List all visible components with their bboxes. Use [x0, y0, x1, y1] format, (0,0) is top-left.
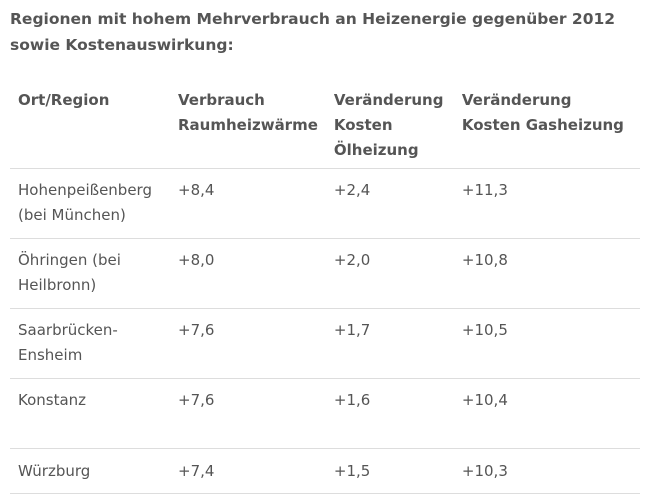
column-header-oil-cost: Veränderung Kosten Ölheizung [325, 76, 454, 169]
column-header-gas-cost: Veränderung Kosten Gasheizung [453, 76, 640, 169]
cell-consumption: +8,4 [170, 168, 326, 239]
cell-oil-cost: +1,7 [325, 308, 454, 379]
cell-consumption: +7,6 [170, 308, 326, 379]
cell-oil-cost: +2,4 [325, 168, 454, 239]
table-row: Konstanz +7,6 +1,6 +10,4 [10, 378, 640, 449]
cell-oil-cost: +1,5 [325, 448, 454, 494]
cell-consumption: +7,4 [170, 448, 326, 494]
cell-consumption: +7,6 [170, 378, 326, 449]
cell-gas-cost: +11,3 [453, 168, 640, 239]
cell-oil-cost: +2,0 [325, 238, 454, 309]
heating-regions-table: Ort/Region Verbrauch Raumheizwärme Verän… [10, 76, 640, 494]
cell-consumption: +8,0 [170, 238, 326, 309]
table-row: Öhringen (bei Heilbronn) +8,0 +2,0 +10,8 [10, 238, 640, 309]
cell-region: Konstanz [10, 378, 170, 449]
cell-gas-cost: +10,5 [453, 308, 640, 379]
table-header-row: Ort/Region Verbrauch Raumheizwärme Verän… [10, 76, 640, 169]
cell-gas-cost: +10,4 [453, 378, 640, 449]
cell-oil-cost: +1,6 [325, 378, 454, 449]
table-row: Würzburg +7,4 +1,5 +10,3 [10, 448, 640, 494]
cell-region: Öhringen (bei Heilbronn) [10, 238, 170, 309]
column-header-region: Ort/Region [10, 76, 170, 169]
table-row: Saarbrücken-Ensheim +7,6 +1,7 +10,5 [10, 308, 640, 379]
cell-region: Hohenpeißenberg (bei München) [10, 168, 170, 239]
cell-gas-cost: +10,3 [453, 448, 640, 494]
cell-region: Würzburg [10, 448, 170, 494]
cell-gas-cost: +10,8 [453, 238, 640, 309]
table-caption: Regionen mit hohem Mehrverbrauch an Heiz… [10, 10, 616, 54]
table-row: Hohenpeißenberg (bei München) +8,4 +2,4 … [10, 168, 640, 239]
column-header-consumption: Verbrauch Raumheizwärme [170, 76, 326, 169]
cell-region: Saarbrücken-Ensheim [10, 308, 170, 379]
